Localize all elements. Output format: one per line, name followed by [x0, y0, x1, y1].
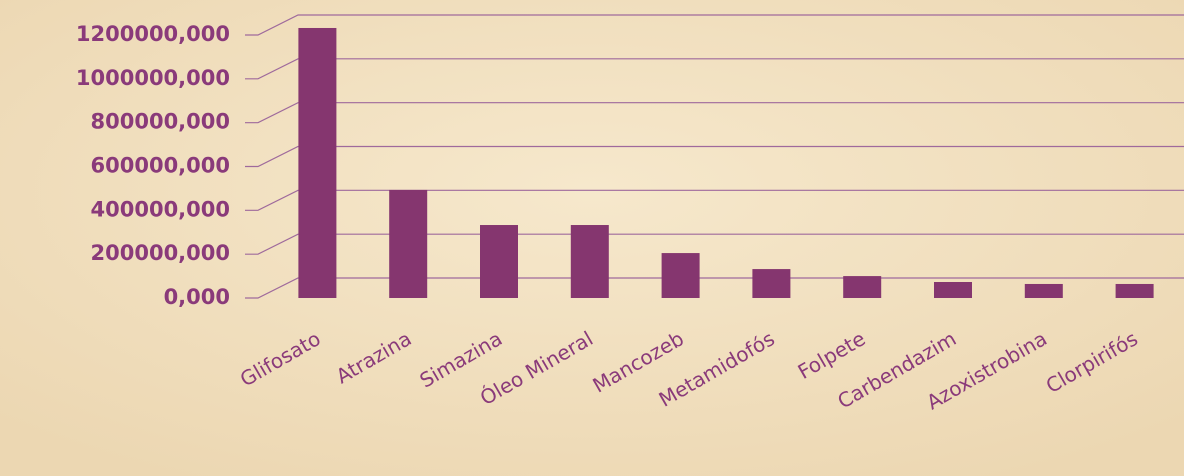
bar: [661, 253, 700, 298]
bar: [480, 225, 518, 298]
bar: [752, 269, 791, 298]
y-tick-label: 800000,000: [91, 110, 230, 134]
grid-line: [245, 145, 1184, 168]
y-tick-label: 0,000: [164, 285, 230, 309]
y-tick-label: 400000,000: [91, 197, 230, 221]
bar: [843, 276, 882, 298]
bar: [570, 225, 609, 298]
grid-line: [245, 277, 1184, 299]
bar: [298, 27, 337, 299]
grid-line: [245, 14, 1184, 36]
grid-line: [245, 189, 1184, 211]
y-tick-label: 200000,000: [91, 241, 230, 265]
bar: [389, 189, 428, 298]
grid-line: [245, 233, 1184, 255]
y-tick-label: 1000000,000: [76, 66, 230, 90]
bar: [1024, 283, 1063, 298]
y-tick-label: 600000,000: [91, 154, 230, 178]
bar: [1115, 283, 1154, 298]
y-tick-label: 1200000,000: [76, 22, 230, 46]
grid-line: [245, 58, 1184, 80]
bar: [934, 282, 972, 298]
grid-line: [245, 102, 1184, 124]
